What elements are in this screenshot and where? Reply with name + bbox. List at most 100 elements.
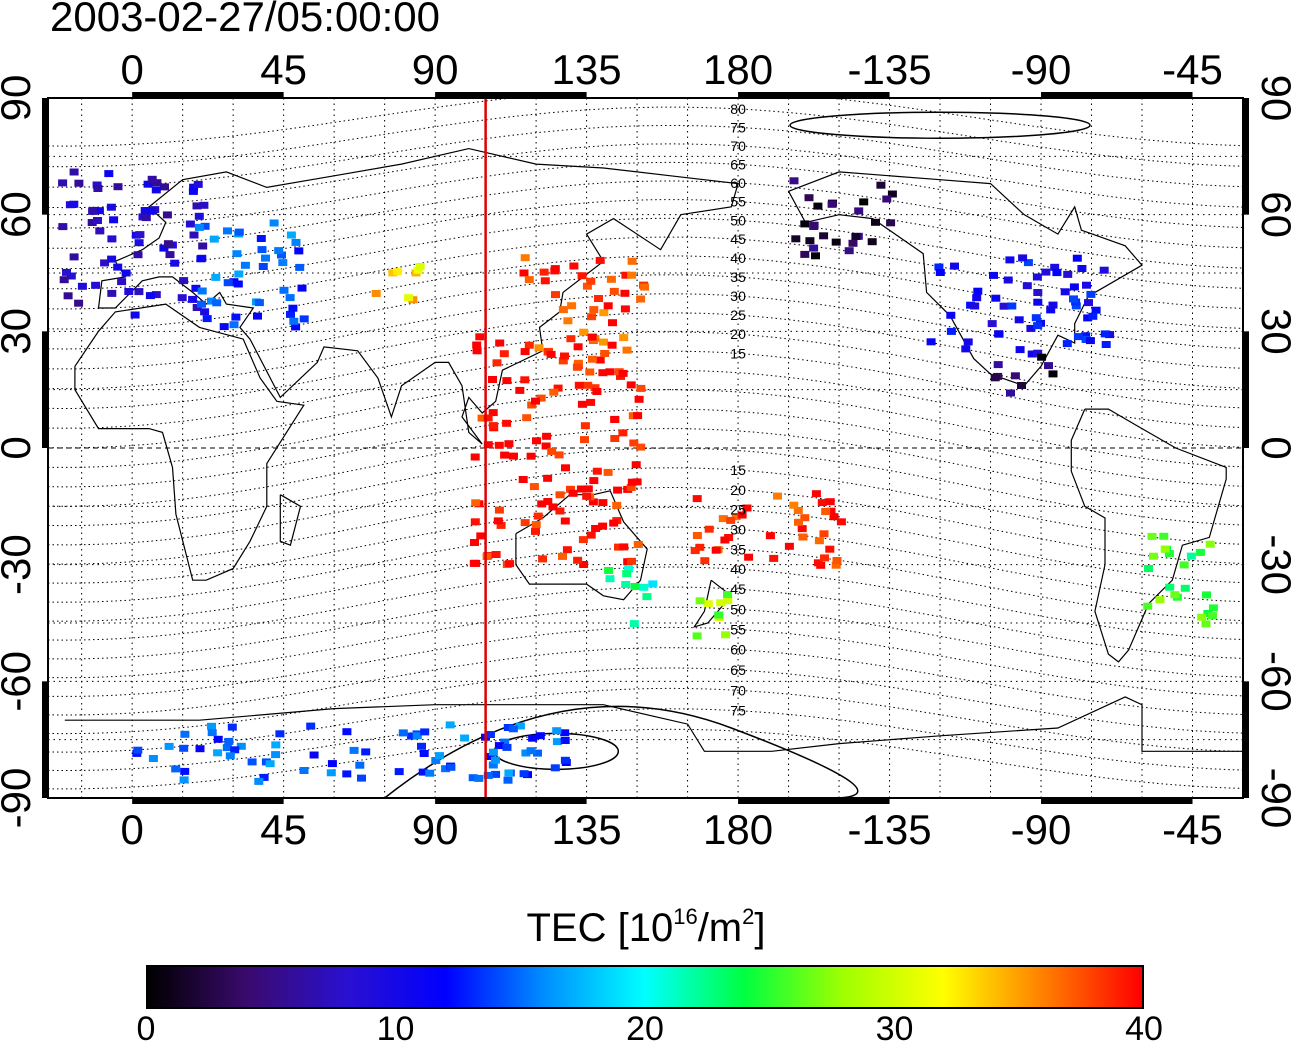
tec-cell — [151, 291, 161, 299]
tec-cell — [240, 261, 250, 269]
right-lat-label: 90 — [1253, 75, 1292, 122]
tec-cell — [648, 580, 658, 588]
tec-cell — [291, 238, 301, 246]
tec-cell — [552, 727, 562, 735]
tec-cell — [797, 525, 807, 533]
tec-cell — [236, 742, 246, 750]
frame-tick-top — [132, 92, 284, 98]
tec-cell — [631, 461, 641, 469]
tec-cell — [586, 277, 596, 285]
contour-line — [48, 486, 1243, 565]
tec-cell — [124, 288, 134, 295]
tec-cell — [520, 519, 530, 527]
tec-cell — [576, 485, 586, 493]
tec-cell — [558, 306, 568, 314]
tec-cell — [404, 294, 414, 302]
contour-line — [48, 274, 1243, 350]
tec-cell — [1052, 269, 1062, 277]
tec-cell — [194, 212, 204, 220]
tec-cell — [285, 294, 295, 302]
tec-cell — [224, 737, 234, 745]
tec-cell — [197, 287, 207, 295]
colorbar-tick-label: 30 — [875, 1010, 914, 1048]
frame-tick-bottom — [1041, 798, 1193, 804]
tec-cell — [690, 547, 700, 555]
tec-cell — [500, 451, 510, 459]
tec-cell — [577, 400, 587, 408]
tec-cell — [577, 272, 587, 280]
tec-cell — [821, 508, 831, 515]
tec-cell — [177, 294, 187, 302]
tec-cell — [809, 244, 819, 252]
tec-cell — [527, 401, 537, 409]
contour-label: 50 — [730, 601, 746, 617]
tec-cell — [589, 306, 599, 314]
tec-cell — [109, 216, 119, 224]
tec-data-cells — [58, 168, 1218, 785]
tec-cell — [234, 270, 244, 278]
tec-cell — [825, 498, 835, 506]
tec-cell — [200, 308, 210, 316]
tec-cell — [1031, 314, 1041, 322]
tec-cell — [542, 432, 552, 440]
tec-cell — [100, 259, 110, 267]
tec-cell — [562, 546, 572, 554]
tec-cell — [582, 492, 592, 500]
tec-cell — [582, 282, 592, 290]
tec-cell — [230, 746, 240, 754]
tec-cell — [197, 300, 206, 308]
tec-cell — [474, 774, 484, 782]
tec-cell — [508, 725, 518, 733]
contour-label: 45 — [730, 231, 746, 247]
contour-line — [48, 526, 1243, 603]
tec-cell — [550, 764, 560, 772]
tec-cell — [133, 746, 143, 754]
tec-cell — [145, 292, 155, 300]
tec-cell — [993, 361, 1003, 369]
left-lat-label: 60 — [0, 191, 39, 238]
tec-cell — [1003, 276, 1013, 284]
contour-line — [48, 647, 1243, 716]
tec-cell — [558, 357, 568, 365]
tec-cell — [620, 289, 630, 297]
tec-cell — [704, 525, 714, 533]
contour-line — [48, 293, 1243, 370]
contour-label: 15 — [730, 345, 746, 361]
tec-cell — [590, 384, 600, 392]
tec-cell — [234, 228, 244, 236]
contour-label: 80 — [730, 101, 746, 117]
colorbar-tick-label: 10 — [376, 1010, 415, 1048]
tec-cell — [599, 309, 609, 317]
tec-cell — [515, 386, 525, 394]
tec-cell — [1060, 288, 1070, 296]
tec-cell — [598, 369, 608, 377]
map-title: 2003-02-27/05:00:00 — [50, 0, 440, 40]
tec-cell — [211, 273, 221, 281]
tec-cell — [69, 253, 79, 261]
tec-cell — [587, 313, 597, 321]
tec-cell — [500, 738, 510, 746]
tec-cell — [1170, 591, 1180, 599]
tec-cell — [471, 559, 481, 567]
left-lat-label: -60 — [0, 651, 39, 712]
tec-cell — [253, 312, 262, 320]
tec-cell — [291, 323, 301, 331]
tec-cell — [603, 468, 613, 476]
tec-cell — [388, 269, 398, 277]
tec-cell — [547, 447, 557, 455]
tec-cell — [107, 289, 117, 297]
tec-cell — [999, 302, 1009, 310]
tec-cell — [534, 344, 544, 352]
contour-label: 75 — [730, 703, 746, 719]
tec-cell — [703, 600, 713, 608]
tec-cell — [412, 732, 422, 740]
contour-label: 40 — [730, 561, 746, 577]
tec-cell — [135, 231, 145, 239]
tec-cell — [261, 254, 270, 262]
tec-cell — [793, 507, 803, 514]
contour-label: 25 — [730, 307, 746, 323]
tec-cell — [286, 231, 296, 239]
tec-cell — [254, 299, 264, 307]
tec-cell — [179, 744, 189, 752]
contour-label: 70 — [730, 138, 746, 154]
